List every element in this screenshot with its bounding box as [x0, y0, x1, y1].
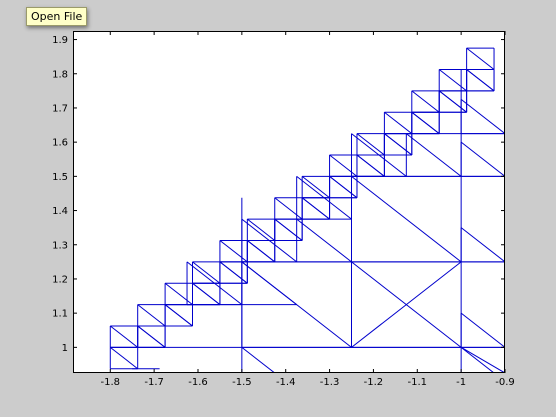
x-tick-label: -1.1 [408, 377, 428, 388]
x-tick-label: -1.7 [144, 377, 164, 388]
mesh-edge [137, 325, 166, 348]
y-tick-label: 1.2 [52, 274, 68, 285]
mesh-edge [274, 218, 303, 241]
x-tick-label: -1.6 [188, 377, 208, 388]
mesh-edge [186, 261, 243, 305]
mesh-edge [137, 304, 166, 327]
open-file-tooltip: Open File [26, 7, 88, 26]
mesh-lines [109, 47, 505, 373]
mesh-edge [274, 197, 303, 220]
x-tick-label: -0.9 [495, 377, 515, 388]
mesh-edge [460, 141, 505, 177]
mesh-edge [192, 261, 221, 284]
mesh-edge [247, 240, 276, 263]
mesh-edge [406, 133, 462, 177]
mesh-edge [411, 111, 440, 134]
mesh-edge [296, 218, 352, 263]
mesh-edge [356, 154, 385, 177]
mesh-edge [438, 90, 467, 113]
y-tick-label: 1.3 [52, 240, 68, 251]
mesh-edge [219, 240, 248, 263]
y-tick-label: 1.7 [52, 103, 68, 114]
mesh-edge [351, 175, 462, 263]
mesh-edge [466, 69, 495, 92]
y-axis: 1 1.1 1.2 1.3 1.4 1.5 1.6 1.7 1.8 1.9 [52, 35, 505, 354]
mesh-edge [241, 261, 297, 305]
mesh-edge [219, 261, 248, 284]
mesh-edge [351, 261, 462, 348]
mesh-edge [411, 90, 440, 113]
mesh-edge [296, 175, 352, 220]
x-tick-label: -1.8 [101, 377, 121, 388]
y-tick-label: 1.5 [52, 172, 68, 183]
x-tick-label: -1.3 [320, 377, 340, 388]
mesh-edge [384, 111, 413, 134]
mesh-edge [241, 346, 276, 373]
mesh-edge [460, 346, 505, 373]
axes-frame [73, 31, 505, 373]
mesh-edge [241, 218, 297, 263]
mesh-edge [384, 133, 413, 156]
mesh-edge [356, 133, 385, 156]
x-tick-label: -1.2 [364, 377, 384, 388]
mesh-edge [329, 154, 358, 177]
mesh-edge [301, 197, 330, 220]
x-tick-label: -1.4 [276, 377, 296, 388]
mesh-edge [460, 227, 505, 263]
mesh-edge [460, 346, 495, 373]
y-tick-label: 1.8 [52, 69, 68, 80]
mesh-edge [460, 99, 505, 134]
mesh-edge [301, 175, 330, 199]
mesh-edge [329, 175, 358, 199]
mesh-edge [164, 304, 193, 327]
x-axis: -1.8 -1.7 -1.6 -1.5 -1.4 -1.3 -1.2 -1.1 -1 -0.9 [101, 31, 515, 388]
mesh-edge [109, 346, 138, 370]
mesh-edge [192, 282, 221, 305]
axes-background [73, 31, 505, 373]
mesh-edge [460, 312, 505, 348]
mesh-edge [351, 133, 407, 177]
mesh-edge [164, 282, 193, 305]
y-tick-label: 1.4 [52, 206, 68, 217]
x-tick-label: -1.5 [232, 377, 252, 388]
y-tick-label: 1.6 [52, 138, 68, 149]
mesh-edge [247, 218, 276, 241]
x-tick-label: -1 [456, 377, 466, 388]
y-tick-label: 1 [62, 343, 68, 354]
y-tick-label: 1.9 [52, 35, 68, 46]
mesh-edge [109, 325, 138, 348]
mesh-edge [466, 47, 495, 70]
y-tick-label: 1.1 [52, 309, 68, 320]
mesh-edge [438, 69, 467, 92]
